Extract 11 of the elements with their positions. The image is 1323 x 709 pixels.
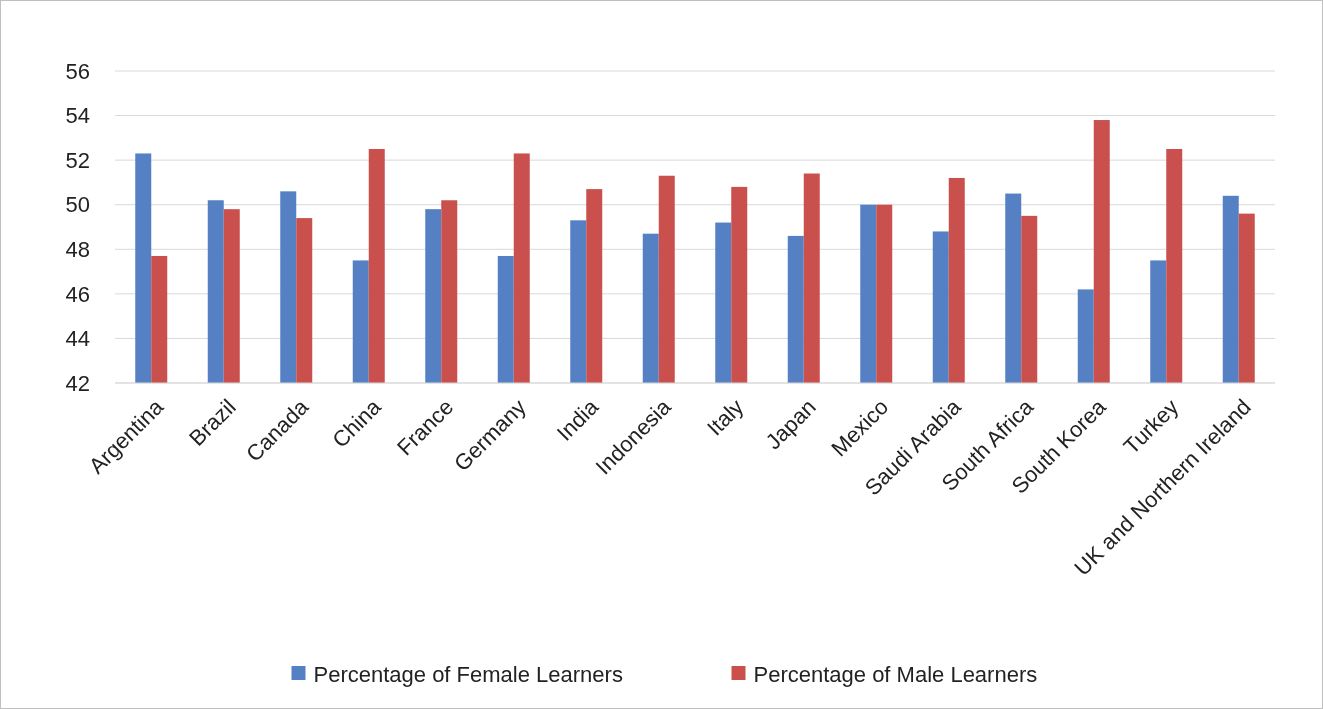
y-tick-label: 48 [65,236,90,262]
y-tick-label: 46 [65,281,90,307]
y-tick-label: 56 [65,58,90,84]
y-tick-label: 44 [65,326,90,352]
legend-label: Percentage of Female Learners [313,661,623,687]
x-tick-label: Italy [702,394,749,441]
legend-label: Percentage of Male Learners [753,661,1038,687]
y-tick-label: 50 [65,192,90,218]
y-tick-label: 52 [65,147,90,173]
y-tick-label: 54 [65,103,90,129]
y-tick-label: 42 [65,370,90,396]
